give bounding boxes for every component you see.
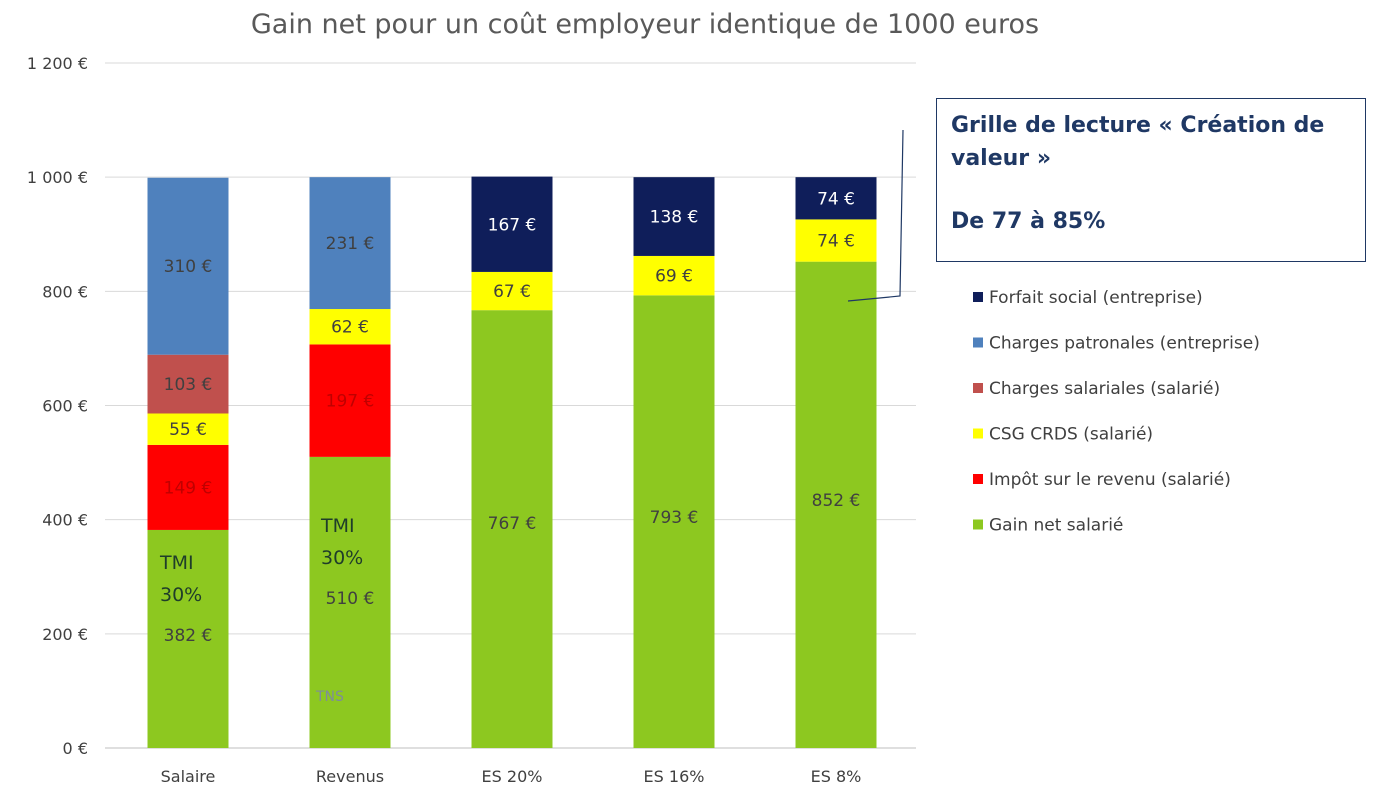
- bar-segment: [795, 261, 877, 748]
- y-axis-ticks: 0 € 200 € 400 € 600 € 800 € 1 000 € 1 200 €: [27, 54, 88, 758]
- bar-segment: [795, 177, 877, 220]
- data-label: 55 €: [169, 420, 207, 440]
- x-tick-label: ES 20%: [482, 767, 543, 786]
- data-label: 852 €: [812, 491, 861, 511]
- bar-segment: [633, 295, 715, 748]
- legend-entry: Impôt sur le revenu (salarié): [989, 470, 1231, 490]
- x-tick-label: ES 16%: [644, 767, 705, 786]
- legend-swatch: [973, 337, 983, 348]
- bar-segment: [309, 344, 391, 457]
- bar-segment: [309, 177, 391, 310]
- legend-swatch: [973, 519, 983, 530]
- data-label: 138 €: [650, 208, 699, 228]
- bar-segment: [633, 177, 715, 256]
- bar-segment: [147, 529, 229, 748]
- y-tick-label: 1 200 €: [27, 54, 88, 73]
- legend-entry: Gain net salarié: [989, 516, 1123, 536]
- salaire-tmi-label: TMI: [159, 552, 194, 574]
- salaire-tmi-rate: 30%: [160, 584, 202, 606]
- bar-annotations: TMI 30% TMI 30% TNS: [159, 515, 363, 705]
- data-label: 510 €: [326, 589, 375, 609]
- data-label: 310 €: [164, 257, 213, 277]
- data-label: 74 €: [817, 232, 855, 252]
- callout-connector-line: [847, 129, 904, 302]
- y-tick-label: 0 €: [63, 739, 88, 758]
- bar-segment: [309, 456, 391, 748]
- legend-entry: Charges salariales (salarié): [989, 379, 1220, 399]
- bar-segment: [471, 176, 553, 272]
- callout-title-line2: valeur »: [951, 146, 1052, 171]
- x-tick-label: Revenus: [316, 767, 384, 786]
- bar-segment: [147, 413, 229, 445]
- bar-segment: [795, 219, 877, 262]
- legend-swatch: [973, 383, 983, 393]
- bars: [147, 176, 877, 748]
- reading-grid-callout: Grille de lecture « Création de valeur »…: [936, 98, 1366, 262]
- bar-segment: [309, 309, 391, 345]
- callout-title-line1: Grille de lecture « Création de: [951, 113, 1325, 138]
- x-tick-label: Salaire: [161, 767, 216, 786]
- revenus-tmi-label: TMI: [320, 515, 355, 537]
- bar-segment: [633, 255, 715, 296]
- y-tick-label: 400 €: [42, 511, 88, 530]
- callout-range: De 77 à 85%: [951, 209, 1106, 234]
- data-label: 167 €: [488, 215, 537, 235]
- revenus-tns-label: TNS: [315, 689, 344, 705]
- bar-segment: [147, 177, 229, 355]
- legend-swatch: [973, 428, 983, 439]
- data-label: 69 €: [655, 267, 693, 287]
- callout-spacer: [951, 175, 1351, 205]
- data-labels: 382 € 149 € 55 € 103 € 310 € 510 € 197 € 62 € 23…: [164, 189, 861, 646]
- y-tick-label: 1 000 €: [27, 168, 88, 187]
- x-tick-label: ES 8%: [811, 767, 862, 786]
- y-tick-label: 800 €: [42, 282, 88, 301]
- data-label: 67 €: [493, 282, 531, 302]
- legend-swatch: [973, 292, 983, 302]
- data-label: 197 €: [326, 392, 375, 412]
- legend-entry: Charges patronales (entreprise): [989, 334, 1260, 354]
- data-label: 382 €: [164, 626, 213, 646]
- x-axis-ticks: Salaire Revenus ES 20% ES 16% ES 8%: [161, 767, 862, 786]
- data-label: 767 €: [488, 514, 537, 534]
- legend-entry: Forfait social (entreprise): [989, 288, 1203, 308]
- bar-segment: [147, 444, 229, 530]
- bar-segment: [471, 271, 553, 311]
- legend-entry: CSG CRDS (salarié): [989, 425, 1153, 445]
- data-label: 103 €: [164, 375, 213, 395]
- legend: Forfait social (entreprise) Charges patro…: [973, 288, 1260, 536]
- y-tick-label: 200 €: [42, 625, 88, 644]
- legend-swatch: [973, 474, 983, 484]
- bar-segment: [471, 310, 553, 748]
- chart-title: Gain net pour un coût employeur identiqu…: [251, 9, 1039, 40]
- data-label: 793 €: [650, 508, 699, 528]
- bar-segment: [147, 354, 229, 414]
- revenus-tmi-rate: 30%: [321, 547, 363, 569]
- y-tick-label: 600 €: [42, 397, 88, 416]
- data-label: 62 €: [331, 318, 369, 338]
- data-label: 149 €: [164, 478, 213, 498]
- data-label: 231 €: [326, 234, 375, 254]
- data-label: 74 €: [817, 189, 855, 209]
